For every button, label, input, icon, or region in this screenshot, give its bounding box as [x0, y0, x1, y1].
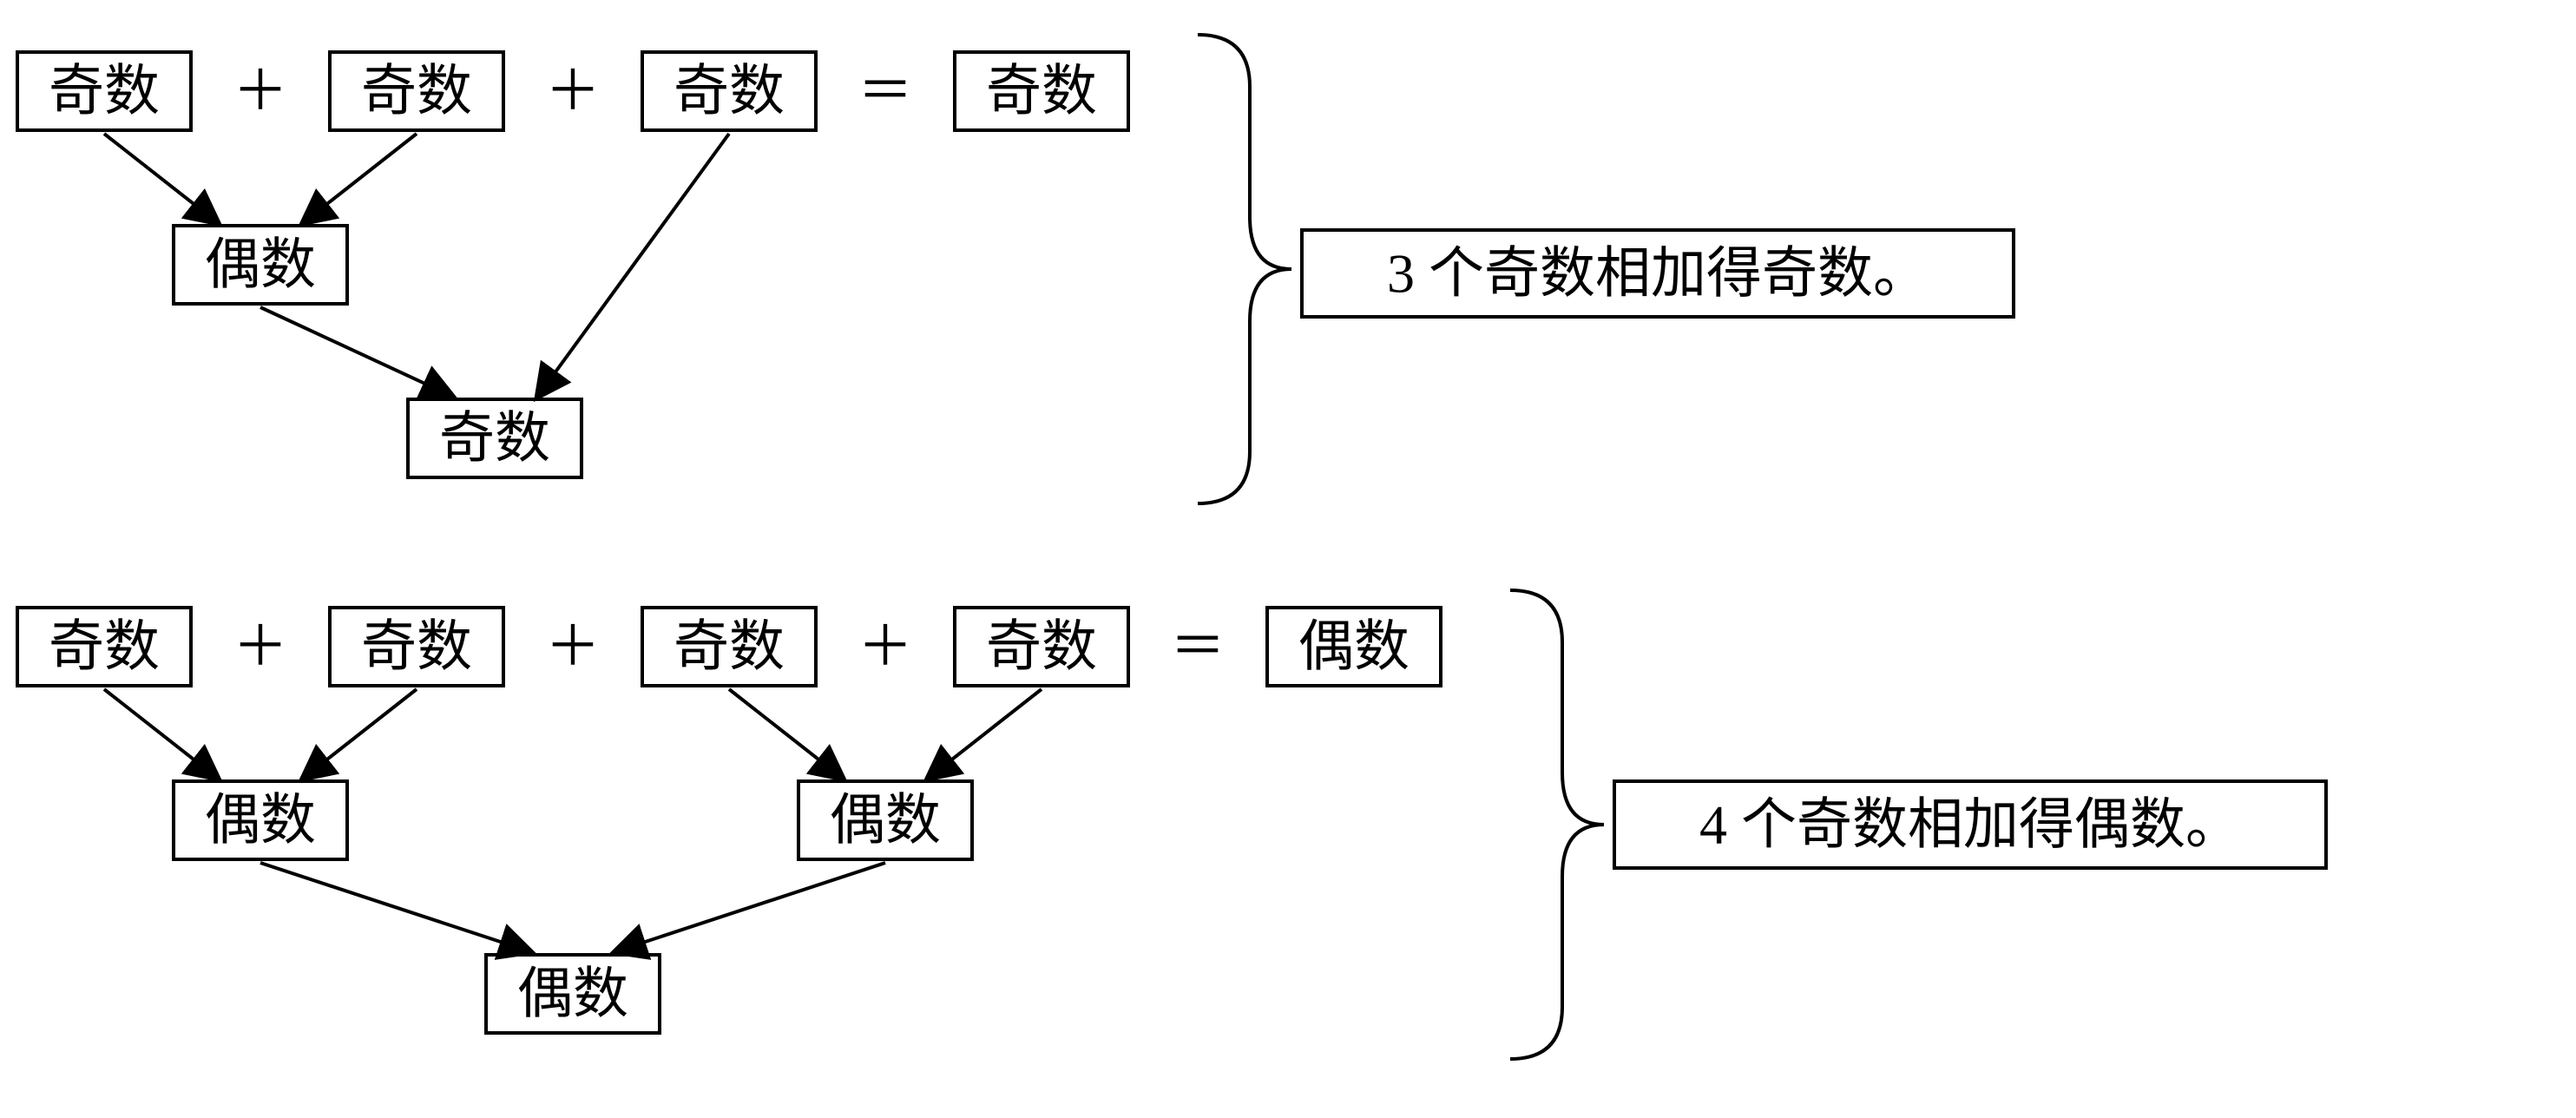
arrow: [304, 689, 417, 778]
conclusion-text: 3 个奇数相加得奇数。: [1387, 243, 1929, 305]
term-box-label: 奇数: [674, 61, 785, 122]
arrow: [538, 134, 729, 396]
arrow: [729, 689, 842, 778]
result-box-label: 偶数: [1298, 616, 1410, 678]
operator: ＋: [545, 616, 601, 678]
arrow: [260, 307, 451, 396]
operator: ＋: [233, 616, 288, 678]
operator: ＝: [1170, 616, 1226, 678]
brace: [1198, 35, 1291, 503]
term-box-label: 奇数: [674, 616, 785, 678]
arrow: [616, 863, 885, 951]
result-box-label: 奇数: [986, 61, 1097, 122]
final-box-label: 偶数: [517, 963, 628, 1025]
intermediate-box-label: 偶数: [205, 790, 316, 852]
arrow: [104, 134, 217, 222]
operator: ＝: [858, 61, 913, 122]
final-box-label: 奇数: [439, 408, 550, 470]
term-box-label: 奇数: [361, 616, 472, 678]
operator: ＋: [545, 61, 601, 122]
intermediate-box-label: 偶数: [830, 790, 941, 852]
term-box-label: 奇数: [361, 61, 472, 122]
arrow: [304, 134, 417, 222]
term-box-label: 奇数: [986, 616, 1097, 678]
operator: ＋: [233, 61, 288, 122]
conclusion-text: 4 个奇数相加得偶数。: [1699, 794, 2241, 856]
term-box-label: 奇数: [49, 616, 160, 678]
arrow: [260, 863, 529, 951]
term-box-label: 奇数: [49, 61, 160, 122]
arrow: [104, 689, 217, 778]
brace: [1510, 590, 1604, 1059]
operator: ＋: [858, 616, 913, 678]
intermediate-box-label: 偶数: [205, 234, 316, 296]
arrow: [929, 689, 1042, 778]
